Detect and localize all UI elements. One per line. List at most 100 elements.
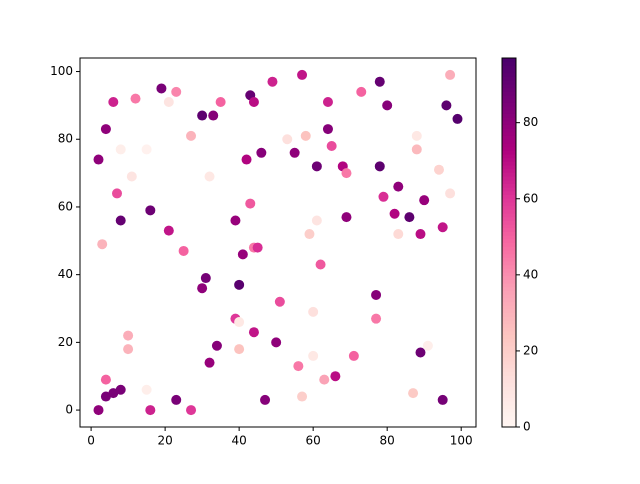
point bbox=[108, 97, 119, 108]
colorbar-segment bbox=[502, 353, 516, 358]
colorbar-segment bbox=[502, 216, 516, 221]
colorbar-segment bbox=[502, 360, 516, 365]
point bbox=[115, 144, 126, 155]
x-tick-label: 80 bbox=[380, 434, 395, 448]
colorbar-segment bbox=[502, 294, 516, 299]
colorbar-segment bbox=[502, 345, 516, 351]
colorbar-segment bbox=[502, 253, 516, 258]
colorbar-segment bbox=[502, 69, 516, 74]
point bbox=[100, 374, 111, 385]
colorbar-segment bbox=[502, 76, 516, 81]
colorbar-segment bbox=[502, 65, 516, 70]
colorbar-segment bbox=[502, 61, 516, 66]
colorbar-segment bbox=[502, 386, 516, 391]
colorbar-segment bbox=[502, 268, 516, 273]
point bbox=[186, 405, 197, 416]
point bbox=[141, 144, 152, 155]
point bbox=[315, 259, 326, 270]
point bbox=[422, 340, 433, 351]
colorbar-segment bbox=[502, 120, 516, 125]
colorbar-segment bbox=[502, 334, 516, 339]
point bbox=[297, 391, 308, 402]
point bbox=[411, 130, 422, 141]
point bbox=[433, 164, 444, 175]
colorbar-segment bbox=[502, 390, 516, 395]
point bbox=[145, 405, 156, 416]
y-tick-label: 20 bbox=[58, 335, 73, 349]
point bbox=[267, 76, 278, 87]
colorbar-segment bbox=[502, 279, 516, 284]
point bbox=[123, 330, 134, 341]
point bbox=[330, 371, 341, 382]
point bbox=[171, 86, 182, 97]
colorbar-segment bbox=[502, 275, 516, 280]
point bbox=[215, 97, 226, 108]
point bbox=[145, 205, 156, 216]
colorbar-segment bbox=[502, 305, 516, 310]
point bbox=[163, 97, 174, 108]
point bbox=[311, 161, 322, 172]
colorbar-segment bbox=[502, 246, 516, 251]
point bbox=[234, 317, 245, 328]
point bbox=[141, 384, 152, 395]
point bbox=[371, 313, 382, 324]
colorbar-segment bbox=[502, 80, 516, 85]
colorbar-segment bbox=[502, 264, 516, 269]
point bbox=[378, 191, 389, 202]
colorbar-tick-label: 20 bbox=[523, 343, 538, 357]
point bbox=[445, 188, 456, 199]
point bbox=[282, 134, 293, 145]
y-tick-label: 60 bbox=[58, 199, 73, 213]
colorbar-segment bbox=[502, 142, 516, 148]
point bbox=[371, 289, 382, 300]
colorbar-tick-label: 0 bbox=[523, 420, 531, 434]
colorbar-segment bbox=[502, 375, 516, 380]
colorbar-segment bbox=[502, 87, 516, 92]
point bbox=[241, 154, 252, 165]
point bbox=[93, 154, 104, 165]
point bbox=[304, 229, 315, 240]
point bbox=[393, 181, 404, 192]
colorbar-segment bbox=[502, 297, 516, 303]
colorbar-segment bbox=[502, 415, 516, 421]
colorbar-segment bbox=[502, 131, 516, 136]
colorbar-segment bbox=[502, 205, 516, 210]
colorbar-segment bbox=[502, 283, 516, 288]
point bbox=[156, 83, 167, 94]
plot-frame bbox=[79, 57, 477, 428]
colorbar-segment bbox=[502, 312, 516, 317]
colorbar-segment bbox=[502, 98, 516, 103]
colorbar-segment bbox=[502, 220, 516, 225]
colorbar-segment bbox=[502, 198, 516, 203]
point bbox=[341, 212, 352, 223]
point bbox=[211, 340, 222, 351]
colorbar-segment bbox=[502, 238, 516, 243]
colorbar-segment bbox=[502, 367, 516, 373]
colorbar-segment bbox=[502, 272, 516, 277]
point bbox=[341, 168, 352, 179]
point bbox=[171, 394, 182, 405]
point bbox=[97, 239, 108, 250]
colorbar-segment bbox=[502, 260, 516, 266]
point bbox=[408, 388, 419, 399]
x-tick-label: 20 bbox=[157, 434, 172, 448]
colorbar-segment bbox=[502, 146, 516, 151]
point bbox=[289, 147, 300, 158]
point bbox=[445, 69, 456, 80]
colorbar-segment bbox=[502, 397, 516, 402]
colorbar-segment bbox=[502, 319, 516, 325]
point bbox=[200, 273, 211, 284]
point bbox=[271, 337, 282, 348]
colorbar-segment bbox=[502, 139, 516, 144]
colorbar-segment bbox=[502, 124, 516, 129]
colorbar-segment bbox=[502, 286, 516, 291]
colorbar-segment bbox=[502, 331, 516, 336]
y-tick-label: 40 bbox=[58, 267, 73, 281]
point bbox=[260, 394, 271, 405]
colorbar-tick-label: 80 bbox=[523, 115, 538, 129]
colorbar-segment bbox=[502, 401, 516, 406]
colorbar-segment bbox=[502, 412, 516, 417]
point bbox=[112, 188, 123, 199]
point bbox=[178, 245, 189, 256]
